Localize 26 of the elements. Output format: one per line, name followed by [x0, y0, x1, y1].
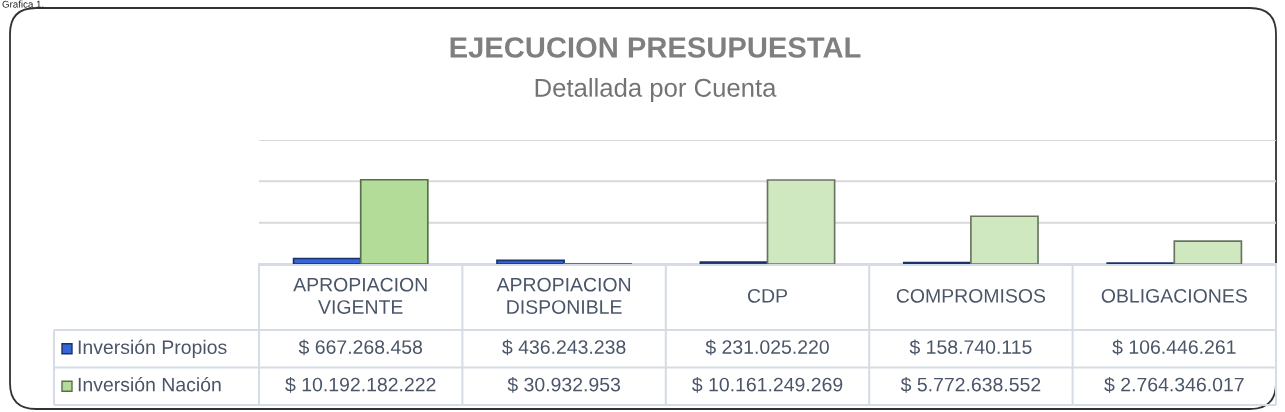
data-label: $ 436.243.238: [502, 339, 626, 356]
x-tick-label: APROPIACION VIGENTE: [293, 277, 427, 314]
text: Grafica 1.: [2, 0, 44, 8]
legend-label: Inversión Propios: [78, 339, 227, 358]
data-label: $ 667.268.458: [298, 339, 423, 356]
bar: [496, 259, 565, 264]
chart-subtitle: Detallada por Cuenta: [535, 78, 777, 102]
data-label: $ 5.772.638.552: [900, 376, 1041, 393]
bar: [766, 179, 836, 264]
x-tick-label: OBLIGACIONES: [1101, 288, 1247, 303]
data-label: $ 10.192.182.222: [285, 376, 436, 393]
legend-label: Inversión Nación: [78, 376, 221, 392]
x-tick-label: CDP: [747, 288, 787, 303]
data-label: $ 10.161.249.269: [692, 376, 843, 393]
data-label: $ 106.446.261: [1112, 339, 1236, 356]
bar: [292, 257, 362, 264]
data-label: $ 158.740.115: [909, 339, 1032, 356]
x-tick-label: APROPIACION DISPONIBLE: [496, 277, 631, 314]
data-label: $ 231.025.220: [705, 339, 829, 356]
chart-title: EJECUCION PRESUPUESTAL: [450, 37, 861, 58]
bar: [1173, 240, 1243, 264]
x-tick-label: COMPROMISOS: [896, 288, 1046, 303]
data-label: $ 2.764.346.017: [1104, 376, 1244, 393]
bar: [970, 215, 1039, 264]
bar: [359, 178, 429, 264]
data-label: $ 30.932.953: [507, 376, 621, 393]
